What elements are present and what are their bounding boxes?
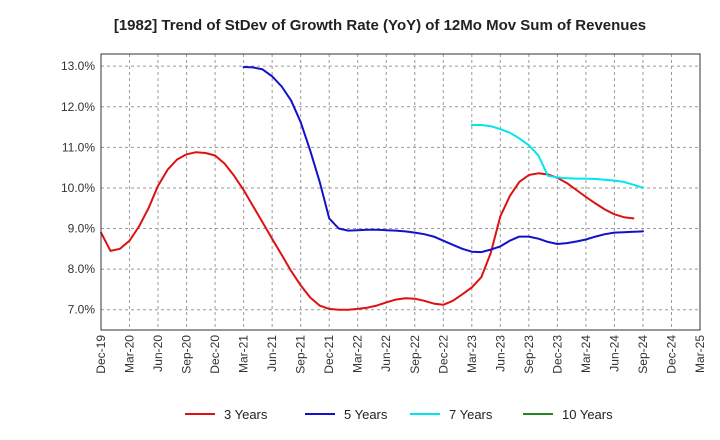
x-tick-label: Jun-22 (379, 335, 393, 372)
x-tick-label: Dec-23 (550, 335, 564, 374)
x-tick-label: Mar-24 (579, 335, 593, 373)
x-tick-label: Dec-20 (208, 335, 222, 374)
y-tick-label: 9.0% (68, 222, 96, 236)
x-tick-label: Mar-23 (465, 335, 479, 373)
x-tick-label: Mar-20 (123, 335, 137, 373)
x-axis-ticks: Dec-19 Mar-20 Jun-20 Sep-20 Dec-20 Mar-21 Jun-… (94, 335, 707, 374)
x-tick-label: Dec-22 (436, 335, 450, 374)
x-tick-label: Dec-21 (322, 335, 336, 374)
legend: 3 Years 5 Years 7 Years 10 Years (185, 407, 613, 422)
x-tick-label: Sep-22 (408, 335, 422, 374)
x-tick-label: Mar-25 (693, 335, 707, 373)
x-tick-label: Mar-22 (351, 335, 365, 373)
x-tick-label: Sep-24 (636, 335, 650, 374)
legend-7-years-label: 7 Years (449, 407, 493, 422)
y-tick-label: 13.0% (61, 59, 95, 73)
y-tick-label: 10.0% (61, 181, 95, 195)
grid-layer (101, 54, 700, 330)
y-axis-ticks: 7.0% 8.0% 9.0% 10.0% 11.0% 12.0% 13.0% (61, 59, 95, 317)
x-tick-label: Mar-21 (237, 335, 251, 373)
x-tick-label: Dec-24 (664, 335, 678, 374)
x-tick-label: Jun-23 (493, 335, 507, 372)
x-tick-label: Sep-21 (294, 335, 308, 374)
series-line-3-years (100, 151, 635, 311)
series-layer (100, 66, 644, 311)
y-tick-label: 8.0% (68, 262, 96, 276)
series-line-5-years (242, 66, 644, 254)
x-tick-label: Jun-24 (607, 335, 621, 372)
legend-5-years-label: 5 Years (344, 407, 388, 422)
y-tick-label: 11.0% (62, 140, 95, 154)
x-tick-label: Jun-21 (265, 335, 279, 372)
y-tick-label: 7.0% (68, 303, 96, 317)
chart-title: [1982] Trend of StDev of Growth Rate (Yo… (114, 17, 646, 34)
legend-3-years-label: 3 Years (224, 407, 268, 422)
x-tick-label: Sep-23 (522, 335, 536, 374)
x-tick-label: Sep-20 (180, 335, 194, 374)
plot-area-frame (100, 53, 701, 331)
x-tick-label: Dec-19 (94, 335, 108, 374)
legend-10-years-label: 10 Years (562, 407, 613, 422)
y-tick-label: 12.0% (61, 100, 95, 114)
series-line-7-years (470, 124, 644, 189)
x-tick-label: Jun-20 (151, 335, 165, 372)
